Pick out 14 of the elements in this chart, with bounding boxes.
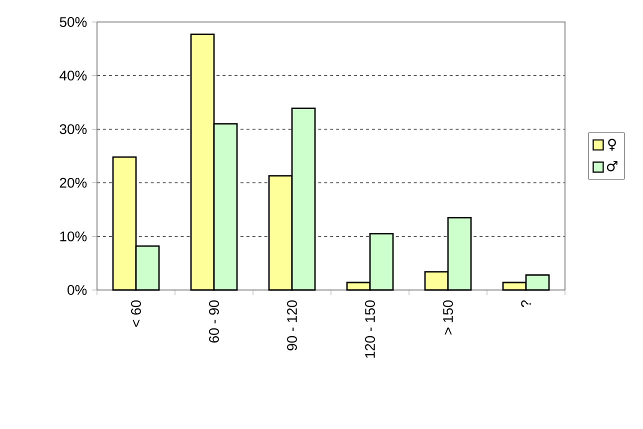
- x-tick-label: 60 - 90: [209, 300, 219, 343]
- x-tick-label: ?: [521, 300, 531, 308]
- x-tick-label: 120 - 150: [365, 300, 375, 358]
- x-tick-label: > 150: [443, 300, 453, 334]
- y-tick-label: 50%: [60, 17, 87, 27]
- y-tick-label: 0%: [68, 285, 87, 295]
- legend-label: ♂: [606, 161, 618, 172]
- legend-label: ♀: [608, 138, 616, 151]
- y-tick-label: 30%: [60, 124, 87, 134]
- x-tick-label: < 60: [131, 300, 141, 327]
- y-tick-label: 40%: [60, 70, 87, 81]
- y-tick-label: 10%: [60, 231, 87, 242]
- y-tick-label: 20%: [60, 178, 87, 188]
- x-tick-label: 90 - 120: [287, 300, 297, 350]
